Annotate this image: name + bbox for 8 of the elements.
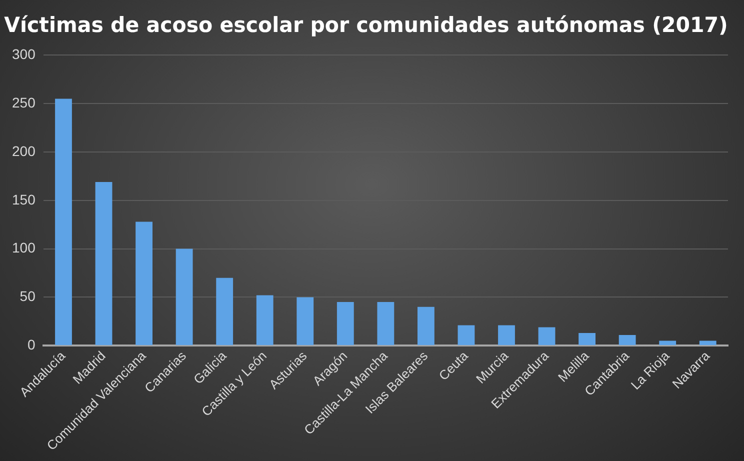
y-tick-label: 50: [20, 288, 36, 304]
y-tick-label: 150: [12, 191, 36, 208]
y-tick-label: 250: [12, 94, 36, 110]
y-tick-label: 200: [12, 142, 36, 159]
y-tick-label: 0: [28, 336, 36, 352]
chart-title: Víctimas de acoso escolar por comunidades autónomas (2017): [4, 12, 728, 38]
y-tick-label: 300: [12, 46, 36, 62]
y-tick-label: 100: [12, 240, 36, 256]
